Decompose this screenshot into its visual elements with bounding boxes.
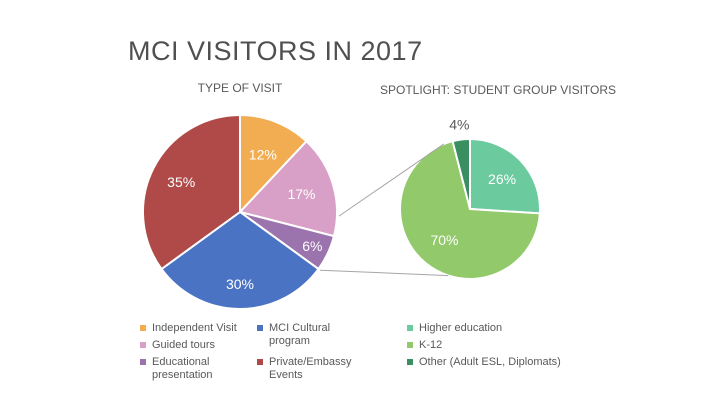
pie-slice-higher-education xyxy=(469,137,541,215)
legend-item-educational-presentation: Educational presentation xyxy=(140,356,230,382)
data-label-guided-tours: 17% xyxy=(287,186,315,202)
legend-swatch xyxy=(257,359,263,365)
legend-label: MCI Cultural program xyxy=(269,322,331,347)
data-label-k-12: 70% xyxy=(430,232,458,248)
legend-item-other: Other (Adult ESL, Diplomats) xyxy=(407,356,561,369)
connector-line-top xyxy=(338,143,445,217)
pie-slice-independent-visit xyxy=(239,113,308,215)
pie-slice-mci-cultural-program xyxy=(160,210,320,310)
data-label-other-adult-esl-diplomats: 4% xyxy=(449,117,469,133)
legend-swatch xyxy=(140,342,146,348)
legend-label: Other (Adult ESL, Diplomats) xyxy=(419,356,561,368)
legend-swatch xyxy=(407,342,413,348)
legend-swatch xyxy=(140,325,146,331)
legend-item-private-embassy-events: Private/Embassy Events xyxy=(257,356,352,382)
legend-swatch xyxy=(257,325,263,331)
connector-line-bottom xyxy=(320,269,449,277)
chart-title: MCI VISITORS IN 2017 xyxy=(128,36,423,66)
legend-label: Higher education xyxy=(419,322,503,334)
left-pie-subtitle: TYPE OF VISIT xyxy=(197,81,283,95)
legend-item-guided-tours: Guided tours xyxy=(140,339,215,352)
legend-item-higher-education: Higher education xyxy=(407,322,502,335)
legend-swatch xyxy=(140,359,146,365)
legend-label: Guided tours xyxy=(152,339,215,351)
pie-slice-k-12 xyxy=(399,139,541,280)
legend-item-independent-visit: Independent Visit xyxy=(140,322,237,335)
legend-label: K-12 xyxy=(419,339,443,351)
pie-slice-other-adult-esl-diplomats xyxy=(451,137,471,210)
legend-swatch xyxy=(407,359,413,365)
legend-item-k-12: K-12 xyxy=(407,339,442,352)
data-label-higher-education: 26% xyxy=(488,171,516,187)
data-label-mci-cultural-program: 30% xyxy=(226,276,254,292)
data-label-independent-visit: 12% xyxy=(249,146,277,162)
data-label-educational-presentation: 6% xyxy=(302,238,322,254)
legend-label: Private/Embassy Events xyxy=(269,356,352,381)
data-label-private-embassy-events: 35% xyxy=(167,174,195,190)
pie-slice-guided-tours xyxy=(238,139,338,238)
legend-item-mci-cultural-program: MCI Cultural program xyxy=(257,322,347,348)
legend-label: Independent Visit xyxy=(152,322,237,334)
pie-slice-private-embassy-events xyxy=(142,113,241,271)
legend-swatch xyxy=(407,325,413,331)
legend-label: Educational presentation xyxy=(152,356,213,381)
